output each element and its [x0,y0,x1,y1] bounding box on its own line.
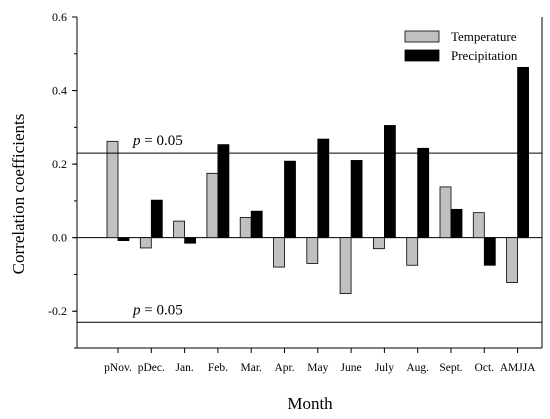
x-tick-label-8: July [375,362,394,374]
bar-precipitation-10 [450,208,463,239]
legend-swatch-1 [404,49,440,62]
bar-temperature-12 [506,237,519,283]
x-tick-label-12: AMJJA [500,362,536,374]
x-tick-label-1: pDec. [138,362,165,374]
bar-temperature-2 [173,220,186,239]
bar-temperature-5 [273,237,285,268]
x-tick-label-0: pNov. [104,362,132,374]
bar-precipitation-8 [383,125,396,239]
bar-temperature-10 [439,186,452,239]
legend-label-0: Temperature [451,29,517,44]
bar-temperature-8 [372,237,385,250]
bar-precipitation-2 [184,237,197,244]
x-tick-label-5: Apr. [274,362,294,374]
x-axis-title: Month [287,394,333,413]
x-tick-label-11: Oct. [475,362,495,374]
reference-label-0: p = 0.05 [132,133,183,149]
y-tick-label: 0.0 [52,231,67,245]
bar-temperature-3 [206,172,219,239]
x-tick-label-9: Aug. [406,362,429,374]
bar-precipitation-12 [517,66,529,239]
legend-swatch-0 [404,30,440,43]
bar-precipitation-6 [317,138,330,239]
bar-precipitation-9 [417,147,430,239]
bar-precipitation-11 [483,237,496,266]
bar-precipitation-0 [117,237,130,242]
y-tick-label: -0.2 [48,304,67,318]
y-tick-label: 0.4 [52,84,67,98]
legend-label-1: Precipitation [451,48,518,63]
x-tick-label-10: Sept. [439,362,462,374]
y-tick-label: 0.2 [52,157,67,171]
y-tick-label: 0.6 [52,10,67,24]
bar-temperature-1 [139,237,152,249]
x-tick-label-2: Jan. [175,362,193,374]
bar-temperature-7 [339,237,352,294]
x-tick-label-4: Mar. [240,362,262,374]
bar-temperature-9 [406,237,419,266]
bar-temperature-0 [106,140,119,239]
bar-precipitation-1 [150,199,163,239]
bar-precipitation-5 [284,160,296,239]
reference-label-1: p = 0.05 [132,302,183,318]
bar-temperature-11 [472,212,485,239]
bar-precipitation-4 [250,210,263,239]
x-tick-label-6: May [307,362,328,374]
y-axis-title: Correlation coefficients [9,114,28,275]
x-tick-label-7: June [341,362,362,374]
bar-temperature-6 [306,237,319,264]
bar-precipitation-7 [350,160,363,239]
bar-temperature-4 [239,217,252,239]
x-tick-label-3: Feb. [208,362,228,374]
bar-precipitation-3 [217,144,230,239]
